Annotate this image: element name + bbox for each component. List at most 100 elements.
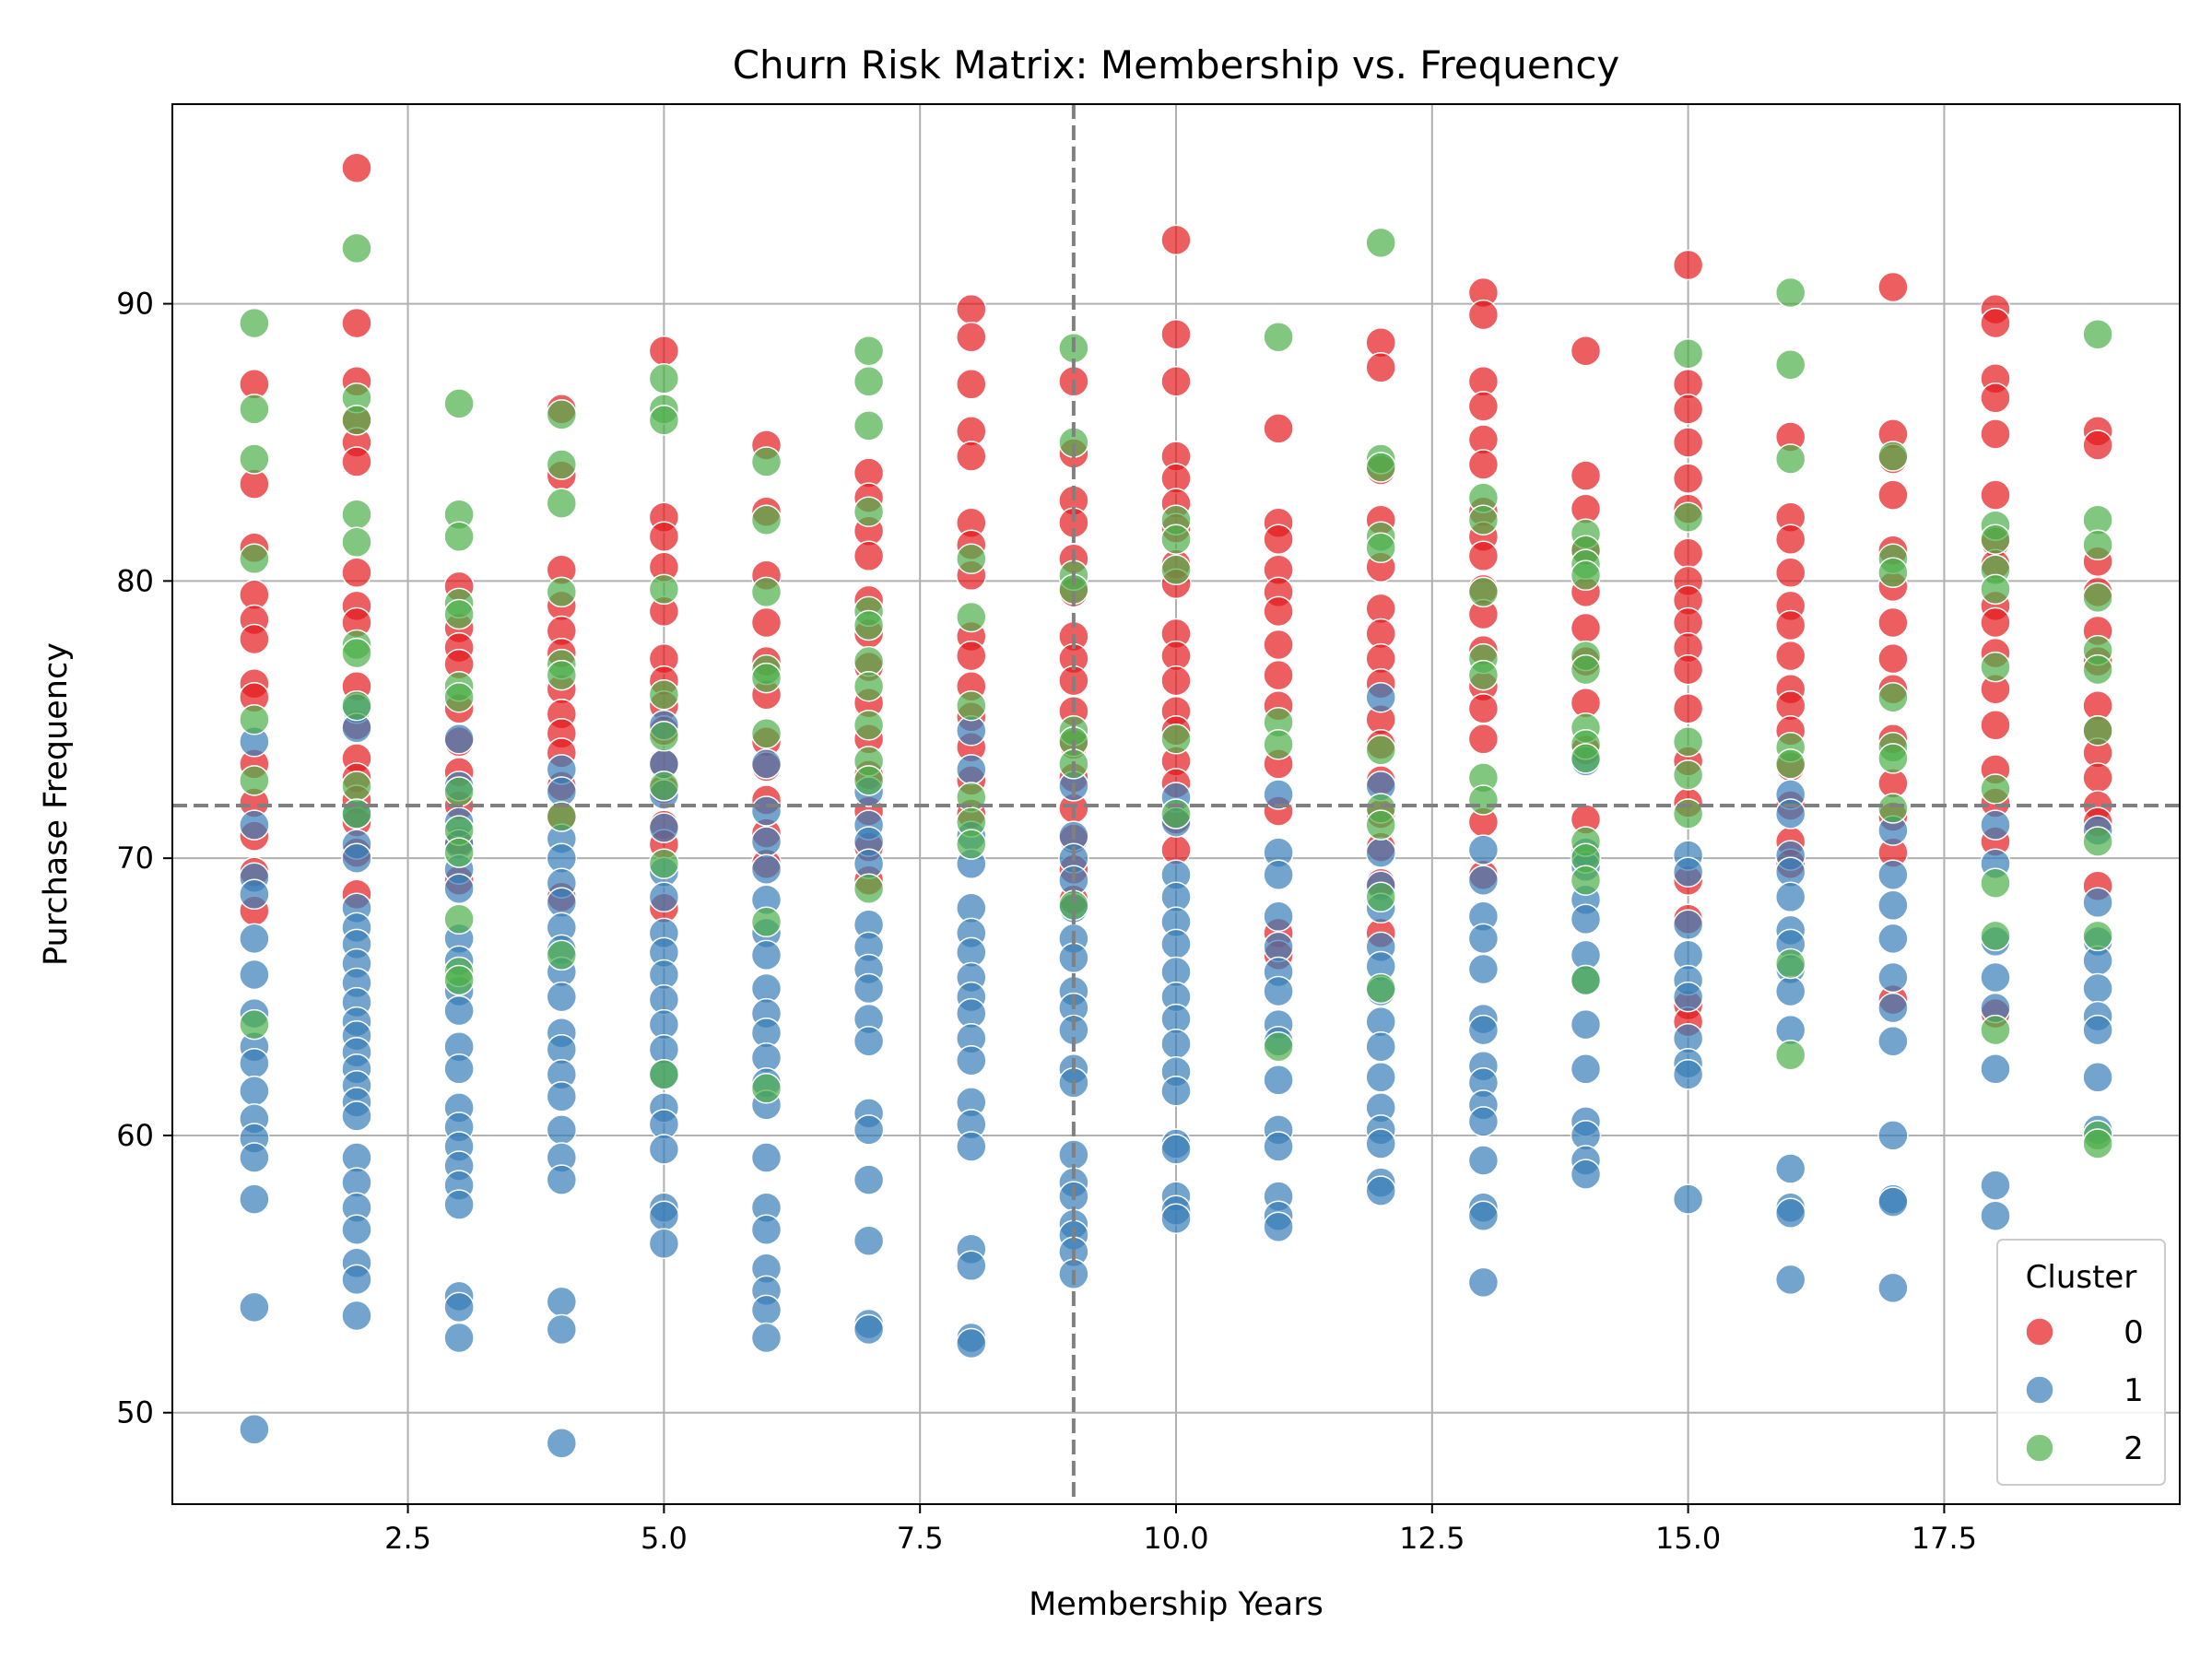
data-point (443, 681, 475, 713)
data-point (2082, 715, 2113, 747)
data-point (1877, 606, 1909, 639)
data-point (1774, 348, 1806, 381)
data-point (443, 598, 475, 630)
data-point (648, 812, 680, 843)
data-point (546, 801, 578, 832)
data-point (1365, 809, 1396, 841)
data-point (1467, 724, 1500, 755)
data-point (1467, 504, 1500, 535)
data-point (1774, 640, 1806, 672)
data-point (956, 640, 987, 672)
data-point (956, 689, 987, 722)
y-tick-label: 90 (116, 287, 154, 322)
data-point (1774, 524, 1806, 555)
data-point (341, 637, 372, 669)
ticks-layer: 2.5 5.0 7.5 10.0 12.5 15.0 17.5 50 60 70 80 90 (116, 287, 1977, 1556)
data-point (1672, 692, 1704, 724)
data-point (1570, 653, 1602, 686)
data-point (853, 496, 885, 527)
data-point (1160, 224, 1192, 256)
data-point (1263, 321, 1294, 353)
data-point (1570, 460, 1602, 491)
data-point (341, 1300, 372, 1332)
data-point (1160, 798, 1192, 830)
data-point (1672, 726, 1704, 758)
data-point (1877, 441, 1909, 472)
data-point (956, 829, 987, 860)
data-point (546, 1164, 578, 1195)
x-tick-label: 17.5 (1912, 1521, 1977, 1556)
data-point (546, 659, 578, 691)
data-point (1467, 1200, 1500, 1231)
data-point (648, 1134, 680, 1165)
y-axis-label: Purchase Frequency (38, 642, 75, 966)
data-point (2082, 762, 2113, 794)
data-point (1467, 449, 1500, 480)
data-point (1263, 629, 1294, 661)
legend-label: 0 (2124, 1314, 2144, 1351)
data-point (1570, 903, 1602, 935)
data-point (648, 1200, 680, 1231)
data-point (1980, 809, 2011, 841)
data-point (341, 499, 372, 530)
data-point (1570, 559, 1602, 592)
data-point (239, 1414, 270, 1445)
data-point (2082, 529, 2113, 561)
data-point (1160, 554, 1192, 586)
data-point (1570, 743, 1602, 774)
data-point (1980, 307, 2011, 339)
data-point (853, 1313, 885, 1346)
y-tick-label: 70 (116, 841, 154, 876)
data-point (1467, 540, 1500, 572)
data-point (239, 1008, 270, 1041)
data-point (2082, 1014, 2113, 1046)
data-point (443, 873, 475, 904)
data-point (1160, 1028, 1192, 1060)
data-point (750, 795, 782, 827)
data-point (443, 1189, 475, 1220)
data-point (648, 1228, 680, 1260)
data-point (1263, 1065, 1294, 1096)
data-point (750, 662, 782, 694)
legend-marker (2025, 1433, 2054, 1463)
data-point (1672, 909, 1704, 941)
data-point (1672, 1183, 1704, 1215)
data-point (1467, 1145, 1500, 1176)
data-point (443, 964, 475, 996)
data-point (1774, 1153, 1806, 1184)
legend: Cluster 0 1 2 (1996, 1239, 2166, 1486)
data-point (239, 1142, 270, 1173)
data-point (1980, 961, 2011, 994)
data-point (648, 1059, 680, 1090)
legend-box (1996, 1239, 2166, 1486)
data-point (2082, 1062, 2113, 1093)
x-tick-label: 5.0 (641, 1521, 688, 1556)
data-point (2082, 826, 2113, 857)
legend-marker (2025, 1375, 2054, 1405)
data-point (1672, 1059, 1704, 1090)
data-point (1774, 1039, 1806, 1071)
data-point (2082, 653, 2113, 686)
data-point (1570, 1159, 1602, 1190)
data-point (1877, 889, 1909, 922)
data-point (1774, 881, 1806, 913)
data-point (1877, 961, 1909, 994)
data-point (443, 994, 475, 1027)
data-point (750, 826, 782, 857)
chart-title: Churn Risk Matrix: Membership vs. Freque… (733, 42, 1620, 88)
data-point (546, 1286, 578, 1318)
data-point (750, 939, 782, 971)
data-point (1672, 759, 1704, 791)
data-point (956, 601, 987, 633)
data-point (853, 972, 885, 1005)
data-point (648, 881, 680, 913)
data-point (239, 923, 270, 955)
data-point (750, 853, 782, 885)
data-point (853, 410, 885, 441)
data-point (1980, 920, 2011, 952)
data-point (2082, 318, 2113, 350)
data-point (2082, 582, 2113, 614)
data-point (1980, 773, 2011, 805)
data-point (341, 526, 372, 559)
data-point (1570, 335, 1602, 367)
